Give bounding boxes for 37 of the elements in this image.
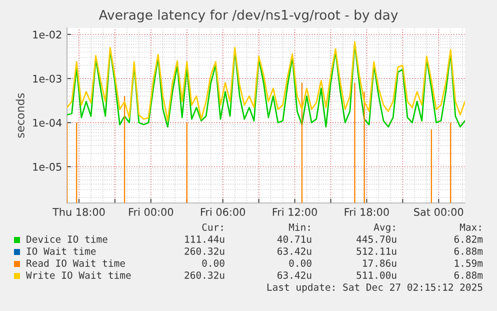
text: Cur: bbox=[202, 223, 223, 231]
text: 63.42u bbox=[278, 271, 312, 279]
text: Max: bbox=[460, 224, 481, 231]
y-tick-label: 1e-05 bbox=[33, 162, 62, 171]
x-tick-label: Fri 18:00 bbox=[344, 208, 389, 216]
legend-label: Device IO time bbox=[26, 235, 108, 243]
y-axis-title: seconds bbox=[16, 93, 24, 138]
text: 512.11u bbox=[356, 247, 396, 255]
text: 6.88m bbox=[454, 247, 483, 255]
text: 6.88m bbox=[454, 271, 483, 279]
legend-label: Read IO Wait time bbox=[26, 259, 125, 267]
text: Last update: Sat Dec 27 02:15:12 2025 bbox=[267, 283, 482, 293]
x-tick-label: Fri 00:00 bbox=[129, 208, 174, 216]
text: 0.00 bbox=[202, 259, 224, 267]
text: 1.59m bbox=[454, 259, 483, 267]
y-tick-label: 1e-03 bbox=[33, 74, 62, 83]
text: 445.70u bbox=[356, 235, 396, 243]
text: 40.71u bbox=[277, 235, 312, 243]
text: Avg: bbox=[374, 224, 395, 233]
text: Min: bbox=[288, 223, 310, 231]
text: 63.42u bbox=[278, 247, 312, 255]
text: 6.82m bbox=[454, 235, 483, 243]
legend-label: IO Wait time bbox=[26, 247, 96, 255]
chart-title: Average latency for /dev/ns1-vg/root - by day bbox=[98, 10, 398, 22]
text: 0.00 bbox=[289, 259, 312, 267]
text: 111.44u bbox=[185, 236, 224, 243]
text: 260.32u bbox=[184, 271, 224, 279]
x-tick-label: Fri 06:00 bbox=[200, 208, 246, 216]
x-tick-label: Fri 12:00 bbox=[272, 208, 317, 216]
x-tick-label: Sat 00:00 bbox=[414, 208, 464, 216]
y-tick-label: 1e-04 bbox=[33, 118, 62, 127]
x-tick-label: Thu 18:00 bbox=[52, 208, 105, 216]
text: 511.00u bbox=[356, 271, 396, 279]
legend-label: Write IO Wait time bbox=[26, 271, 131, 279]
text: 260.32u bbox=[184, 247, 224, 255]
y-tick-label: 1e-02 bbox=[33, 30, 62, 39]
text: 17.86u bbox=[363, 259, 396, 267]
